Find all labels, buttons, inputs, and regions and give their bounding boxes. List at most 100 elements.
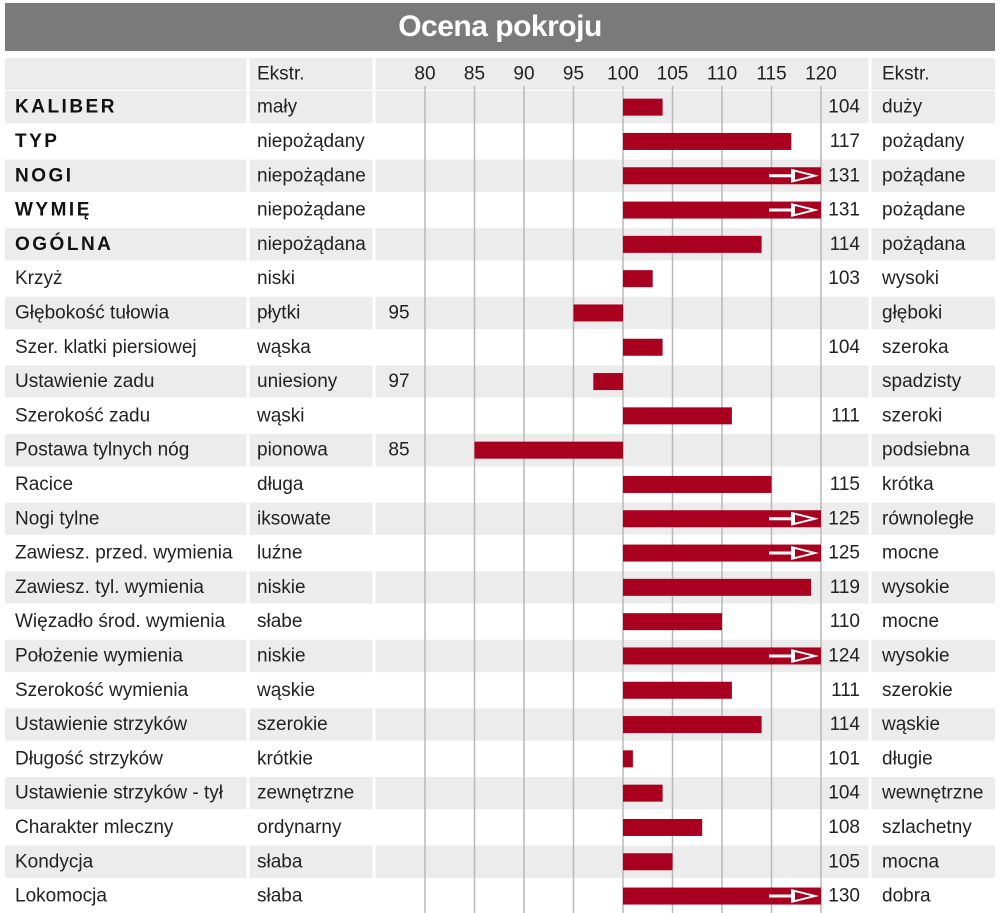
bar	[623, 510, 821, 528]
right-extreme-label: szeroki	[882, 405, 942, 426]
right-extreme-label: pożądany	[882, 131, 965, 152]
row-background	[5, 605, 995, 638]
bar	[623, 167, 821, 185]
tick-label: 85	[464, 64, 485, 85]
value-label: 125	[828, 508, 860, 529]
value-label: 104	[828, 783, 860, 804]
bar	[623, 647, 821, 665]
left-extreme-label: niskie	[257, 645, 306, 666]
trait-label: Ustawienie strzyków - tył	[15, 783, 224, 804]
row-background	[5, 468, 995, 501]
bar	[623, 818, 703, 836]
value-label: 131	[828, 200, 860, 221]
trait-label: Szer. klatki piersiowej	[15, 337, 197, 358]
overflow-arrow-inner	[795, 549, 811, 558]
trait-label: Charakter mleczny	[15, 817, 174, 838]
row-background	[5, 296, 995, 330]
left-extreme-label: niskie	[257, 577, 306, 598]
left-extreme-label: słabe	[257, 611, 302, 632]
trait-label: Położenie wymienia	[15, 645, 183, 666]
left-extreme-header: Ekstr.	[257, 64, 305, 85]
trait-label: KALIBER	[15, 97, 117, 118]
left-extreme-label: uniesiony	[257, 371, 338, 392]
bar	[623, 132, 792, 150]
left-extreme-label: wąskie	[256, 680, 315, 701]
bar	[623, 544, 821, 562]
left-extreme-label: zewnętrzne	[257, 783, 354, 804]
row-background	[5, 571, 995, 604]
trait-label: OGÓLNA	[15, 233, 113, 255]
row-background	[5, 125, 995, 158]
left-extreme-label: niepożądane	[257, 165, 366, 186]
row-background	[5, 159, 995, 192]
value-label: 131	[828, 165, 860, 186]
value-label: 117	[830, 131, 860, 152]
right-extreme-label: mocne	[882, 543, 939, 564]
bar	[623, 338, 663, 356]
tick-label: 80	[414, 64, 435, 85]
row-background	[5, 502, 995, 535]
bar	[623, 887, 821, 905]
right-extreme-label: spadzisty	[882, 371, 962, 392]
trait-label: Szerokość wymienia	[15, 680, 189, 701]
value-label: 124	[828, 645, 860, 666]
row-background	[5, 708, 995, 741]
trait-label: Więzadło środ. wymienia	[15, 611, 226, 632]
left-extreme-label: słaba	[257, 886, 303, 907]
bar	[623, 613, 722, 631]
value-label: 111	[831, 680, 860, 701]
left-extreme-label: niepożądane	[257, 200, 366, 221]
bar	[623, 475, 772, 493]
right-extreme-label: szlachetny	[882, 817, 972, 838]
right-extreme-label: głęboki	[882, 302, 942, 323]
trait-label: Zawiesz. tyl. wymienia	[15, 577, 204, 598]
trait-label: Długość strzyków	[15, 748, 163, 769]
right-extreme-label: dobra	[882, 886, 931, 907]
trait-label: Postawa tylnych nóg	[15, 440, 189, 461]
bar	[623, 201, 821, 219]
value-label: 110	[830, 611, 860, 632]
left-extreme-label: ordynarny	[257, 817, 342, 838]
left-extreme-label: wąska	[256, 337, 311, 358]
bar	[623, 784, 663, 802]
trait-label: Krzyż	[15, 268, 63, 289]
overflow-arrow-inner	[795, 171, 811, 180]
bar	[474, 441, 623, 459]
overflow-arrow-inner	[795, 514, 811, 523]
value-label: 105	[828, 851, 860, 872]
right-extreme-label: szerokie	[882, 680, 953, 701]
left-extreme-label: wąski	[256, 405, 305, 426]
value-label: 85	[388, 440, 409, 461]
value-label: 103	[828, 268, 860, 289]
bars	[474, 98, 821, 905]
row-backgrounds	[5, 58, 995, 913]
right-extreme-label: krótka	[882, 474, 934, 495]
value-label: 114	[830, 714, 861, 735]
value-label: 108	[828, 817, 860, 838]
trait-label: Nogi tylne	[15, 508, 100, 529]
right-extreme-label: mocne	[882, 611, 939, 632]
value-label: 114	[830, 234, 861, 255]
left-extreme-label: iksowate	[257, 508, 331, 529]
trait-label: Szerokość zadu	[15, 405, 150, 426]
row-background	[5, 845, 995, 878]
trait-label: Głębokość tułowia	[15, 302, 170, 323]
right-extreme-label: szeroka	[882, 337, 949, 358]
value-label: 119	[830, 577, 860, 598]
right-extreme-label: pożądane	[882, 200, 965, 221]
tick-label: 100	[607, 64, 639, 85]
labels: 80 85 90 95 100 105 110 115 120 Ekstr. Ekstr. KALIB…	[15, 64, 983, 907]
bar	[593, 373, 623, 391]
trait-label: Lokomocja	[15, 886, 107, 907]
right-extreme-header: Ekstr.	[882, 64, 930, 85]
bar	[623, 716, 762, 734]
right-extreme-label: wewnętrzne	[881, 783, 983, 804]
left-extreme-label: szerokie	[257, 714, 328, 735]
chart-title: Ocena pokroju	[5, 3, 995, 51]
row-background	[5, 811, 995, 844]
overflow-arrow-inner	[795, 651, 811, 660]
row-background	[5, 674, 995, 707]
trait-label: TYP	[15, 131, 59, 152]
bar	[623, 270, 653, 288]
